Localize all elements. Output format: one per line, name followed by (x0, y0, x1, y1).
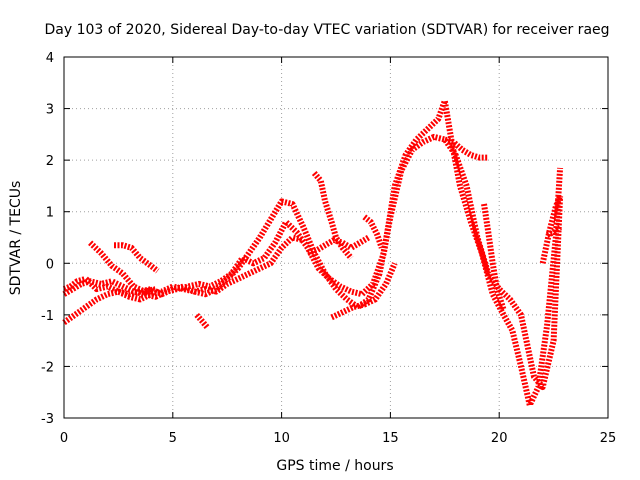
y-axis-label: SDTVAR / TECUs (8, 181, 24, 296)
series-track-6 (194, 312, 210, 330)
series-track-3 (62, 97, 564, 409)
series-track-12 (481, 203, 507, 311)
y-tick-label: 4 (46, 51, 54, 66)
x-tick-label: 15 (382, 431, 399, 446)
y-tick-label: -1 (41, 309, 54, 324)
series-track-11 (443, 136, 489, 161)
series-track-7 (311, 171, 354, 261)
grid-layer (64, 57, 608, 418)
plot-frame (63, 56, 609, 419)
series-track-5 (114, 242, 160, 274)
series-track-14 (545, 224, 562, 238)
x-tick-label: 5 (169, 431, 177, 446)
x-tick-label: 20 (491, 431, 508, 446)
x-axis-label: GPS time / hours (276, 458, 393, 474)
series-track-10 (362, 214, 385, 249)
y-tick-label: 3 (46, 103, 54, 118)
series-track-8 (306, 234, 371, 256)
y-tick-label: 1 (46, 206, 54, 221)
y-tick-label: 2 (46, 154, 54, 169)
y-tick-label: -2 (41, 360, 54, 375)
chart-title: Day 103 of 2020, Sidereal Day-to-day VTE… (44, 22, 609, 38)
x-tick-label: 0 (60, 431, 68, 446)
y-tick-label: 0 (46, 257, 54, 272)
series-track-4 (88, 240, 157, 295)
data-layer (62, 97, 564, 409)
series-track-13 (539, 195, 563, 264)
x-tick-label: 25 (600, 431, 617, 446)
x-tick-label: 10 (273, 431, 290, 446)
series-track-2 (62, 133, 564, 391)
y-tick-label: -3 (41, 412, 54, 427)
tick-layer: 0 5 10 15 20 25 -3 -2 -1 0 1 2 3 4 (41, 51, 616, 446)
series-track-9 (330, 262, 398, 321)
